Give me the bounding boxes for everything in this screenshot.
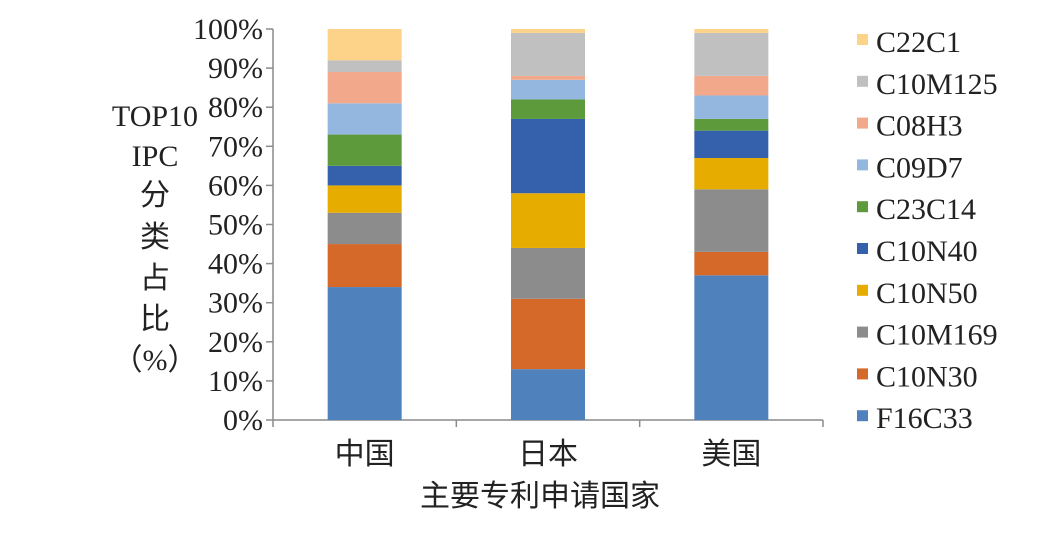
legend-swatch: [857, 368, 868, 380]
legend-label: C22C1: [876, 26, 961, 59]
bar-segment-c10m125: [327, 60, 402, 73]
bar-segment-c10n40: [694, 130, 769, 159]
y-axis-title-line: 比: [140, 303, 170, 336]
x-axis-title: 主要专利申请国家: [420, 479, 660, 514]
y-axis-title-line: TOP10: [112, 100, 198, 133]
y-tick-label: 80%: [208, 91, 263, 124]
y-axis-title-line: 类: [140, 221, 170, 254]
legend-label: C10N30: [876, 360, 978, 393]
legend-label: C10M169: [876, 319, 998, 352]
legend-swatch: [857, 201, 868, 213]
legend-swatch: [857, 243, 868, 254]
bar-segment-c10n40: [511, 118, 585, 194]
y-tick-label: 70%: [208, 130, 263, 163]
bar-segment-c22c1: [327, 29, 402, 61]
bar-segment-c10n30: [327, 244, 402, 288]
bar-segment-c10n50: [511, 193, 585, 248]
bar-segment-c10m169: [511, 247, 585, 299]
bar-segment-c23c14: [511, 99, 585, 119]
bar-segment-c22c1: [511, 29, 585, 33]
bar-segment-c10m125: [511, 32, 585, 76]
legend-label: C10N40: [876, 235, 978, 268]
x-category-label: 日本: [518, 437, 578, 472]
y-axis-title-line: 占: [140, 262, 170, 295]
legend-swatch: [857, 75, 868, 87]
bar-segment-c10n50: [327, 185, 402, 213]
legend-label: C08H3: [876, 110, 963, 143]
bar-segment-c10n50: [694, 158, 769, 190]
bars: [327, 29, 769, 420]
bar-segment-c09d7: [327, 103, 402, 135]
bar-segment-c22c1: [694, 29, 769, 33]
bar-segment-c08h3: [694, 75, 769, 96]
legend-swatch: [857, 159, 868, 171]
legend-label: F16C33: [876, 402, 973, 435]
bar-segment-c08h3: [327, 72, 402, 104]
y-tick-label: 50%: [208, 209, 263, 242]
bar-segment-c09d7: [511, 79, 585, 100]
legend-label: C23C14: [876, 193, 976, 226]
bar-segment-c10n30: [694, 251, 769, 276]
x-category-label: 中国: [335, 437, 395, 472]
bar-segment-c23c14: [327, 134, 402, 166]
legend-swatch: [857, 284, 868, 296]
bar-segment-c10m169: [327, 212, 402, 245]
bar-segment-c10m125: [694, 32, 769, 76]
y-tick-label: 100%: [193, 13, 263, 46]
y-tick-label: 30%: [208, 287, 263, 320]
legend-swatch: [857, 410, 868, 422]
y-tick-label: 0%: [223, 404, 263, 437]
bar-segment-f16c33: [511, 369, 585, 420]
bar-segment-c09d7: [694, 95, 769, 119]
y-tick-label: 40%: [208, 248, 263, 281]
legend-label: C10M125: [876, 68, 998, 101]
bar-segment-c23c14: [694, 118, 769, 131]
x-category-label: 美国: [701, 437, 761, 472]
y-tick-labels: 0% 10% 20% 30% 40% 50% 60% 70% 80% 90% 100%: [193, 13, 263, 437]
y-tick-label: 60%: [208, 169, 263, 202]
legend-label: C10N50: [876, 277, 978, 310]
legend-swatch: [857, 326, 868, 338]
legend-label: C09D7: [876, 151, 963, 184]
x-category-labels: 中国 日本 美国: [335, 437, 762, 472]
bar-segment-c10n30: [511, 298, 585, 370]
y-tick-label: 90%: [208, 52, 263, 85]
bar-segment-c10m169: [694, 189, 769, 252]
bar-segment-f16c33: [694, 275, 769, 420]
y-axis-title-line: （%）: [113, 344, 198, 377]
y-tick-label: 10%: [208, 365, 263, 398]
y-axis-title-line: IPC: [132, 140, 179, 173]
y-axis-title-line: 分: [140, 179, 170, 212]
bar-segment-f16c33: [327, 287, 402, 420]
legend-swatch: [857, 34, 868, 45]
bar-segment-c08h3: [511, 75, 585, 80]
legend-swatch: [857, 117, 868, 129]
y-tick-label: 20%: [208, 326, 263, 359]
legend: C22C1 C10M125 C08H3 C09D7 C23C14 C10N40 C10N50…: [857, 26, 998, 435]
bar-segment-c10n40: [327, 165, 402, 186]
